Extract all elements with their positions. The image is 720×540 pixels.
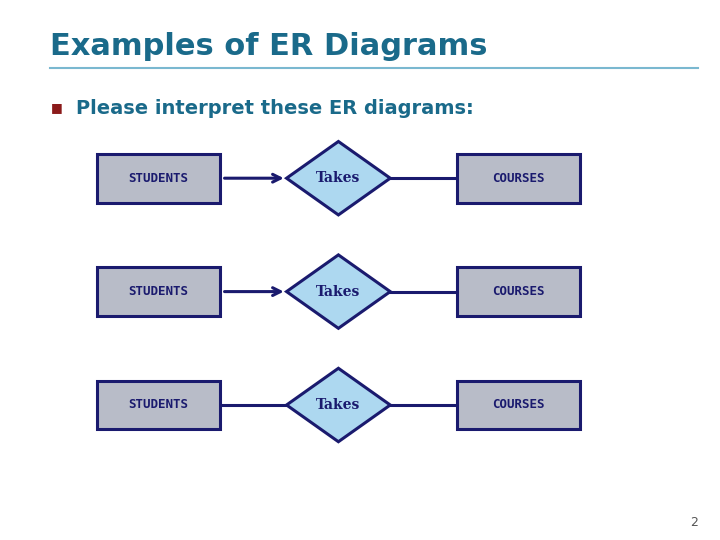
- Polygon shape: [287, 368, 390, 442]
- Text: COURSES: COURSES: [492, 172, 544, 185]
- Text: 2: 2: [690, 516, 698, 529]
- Text: COURSES: COURSES: [492, 285, 544, 298]
- FancyBboxPatch shape: [97, 381, 220, 429]
- FancyBboxPatch shape: [97, 267, 220, 316]
- Text: Takes: Takes: [316, 171, 361, 185]
- Text: STUDENTS: STUDENTS: [128, 285, 189, 298]
- Text: Takes: Takes: [316, 285, 361, 299]
- FancyBboxPatch shape: [457, 267, 580, 316]
- Polygon shape: [287, 255, 390, 328]
- FancyBboxPatch shape: [457, 381, 580, 429]
- Text: Please interpret these ER diagrams:: Please interpret these ER diagrams:: [76, 98, 473, 118]
- Text: ■: ■: [50, 102, 62, 114]
- Text: Examples of ER Diagrams: Examples of ER Diagrams: [50, 32, 488, 62]
- Text: STUDENTS: STUDENTS: [128, 399, 189, 411]
- Text: COURSES: COURSES: [492, 399, 544, 411]
- Polygon shape: [287, 141, 390, 215]
- Text: STUDENTS: STUDENTS: [128, 172, 189, 185]
- FancyBboxPatch shape: [457, 154, 580, 202]
- FancyBboxPatch shape: [97, 154, 220, 202]
- Text: Takes: Takes: [316, 398, 361, 412]
